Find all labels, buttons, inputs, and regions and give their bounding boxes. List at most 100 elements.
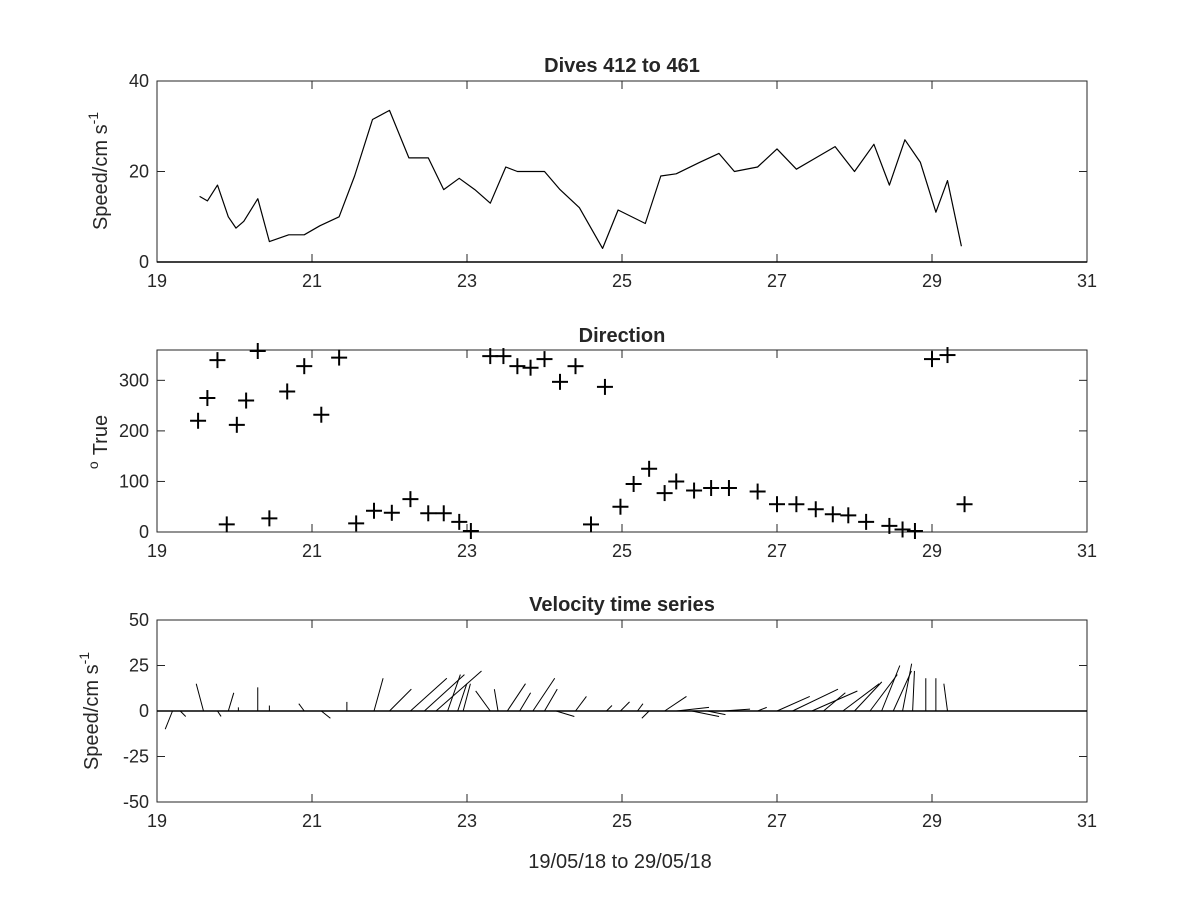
direction-x-tick-label: 23 — [457, 541, 477, 561]
direction-point — [552, 373, 568, 390]
velocity-y-tick-label: -25 — [123, 747, 149, 767]
velocity-stick — [475, 690, 491, 712]
speed-panel: Dives 412 to 461 19 21 23 25 27 29 31 0 20 40 Spe… — [85, 55, 1097, 291]
direction-point — [894, 521, 911, 538]
direction-x-tick-label: 19 — [147, 541, 167, 561]
velocity-y-tick-label: 25 — [129, 656, 149, 676]
direction-point — [881, 517, 898, 534]
direction-y-tick-label: 300 — [119, 370, 149, 390]
direction-point — [769, 496, 785, 513]
direction-point — [749, 483, 766, 500]
speed-x-tick-label: 23 — [457, 271, 477, 291]
direction-point — [703, 480, 720, 497]
velocity-stick — [195, 683, 204, 712]
direction-point — [462, 522, 479, 539]
velocity-stick — [493, 689, 499, 712]
velocity-stick — [892, 670, 912, 712]
velocity-stick — [462, 683, 471, 712]
direction-y-tick-label: 0 — [139, 522, 149, 542]
direction-point — [807, 501, 824, 518]
velocity-stick — [722, 708, 751, 712]
direction-point — [238, 392, 255, 409]
velocity-stick — [298, 703, 305, 712]
velocity-x-tick-label: 19 — [147, 811, 167, 831]
velocity-stick — [637, 703, 644, 712]
speed-y-tick-label: 20 — [129, 162, 149, 182]
direction-point — [509, 358, 526, 375]
velocity-stick — [227, 692, 235, 712]
velocity-stick — [664, 696, 687, 712]
direction-point — [451, 513, 468, 530]
direction-point — [567, 358, 584, 375]
velocity-stick — [606, 705, 613, 712]
speed-axes-box — [156, 80, 1088, 263]
velocity-stick — [707, 710, 726, 716]
velocity-x-tick-label: 27 — [767, 811, 787, 831]
velocity-stick — [842, 683, 880, 712]
speed-y-tick-label: 0 — [139, 252, 149, 272]
direction-point — [720, 480, 737, 497]
velocity-stick — [792, 688, 839, 712]
direction-point — [788, 496, 805, 513]
velocity-stick — [575, 696, 587, 712]
velocity-stick — [544, 688, 558, 712]
direction-point — [858, 513, 875, 530]
direction-point — [641, 460, 658, 477]
velocity-stick — [447, 674, 461, 712]
direction-y-tick-label: 100 — [119, 471, 149, 491]
velocity-x-tick-label: 21 — [302, 811, 322, 831]
direction-point — [840, 507, 857, 524]
speed-plot-area: 19 21 23 25 27 29 31 0 20 40 — [129, 71, 1097, 291]
velocity-panel: Velocity time series 19 21 23 25 27 29 31 -50 -2… — [76, 594, 1097, 831]
velocity-y-tick-label: 0 — [139, 701, 149, 721]
velocity-stick — [757, 706, 767, 712]
velocity-stick — [676, 706, 710, 712]
direction-point — [261, 510, 278, 527]
velocity-stick — [435, 670, 482, 712]
direction-point — [924, 351, 940, 368]
speed-panel-title: Dives 412 to 461 — [544, 55, 700, 77]
direction-point — [522, 359, 539, 376]
direction-point — [939, 347, 956, 364]
velocity-stick — [620, 701, 630, 712]
direction-x-tick-label: 25 — [612, 541, 632, 561]
direction-point — [668, 473, 685, 490]
direction-point — [190, 412, 207, 429]
velocity-stick — [854, 681, 883, 712]
velocity-stick — [869, 674, 898, 712]
velocity-y-tick-label: 50 — [129, 610, 149, 630]
direction-point — [612, 498, 629, 515]
velocity-stick — [373, 678, 384, 712]
direction-point — [625, 475, 642, 492]
speed-series-line — [199, 109, 962, 249]
velocity-y-tick-label: -50 — [123, 792, 149, 812]
direction-point — [348, 515, 365, 532]
direction-point — [366, 502, 382, 519]
velocity-x-tick-label: 31 — [1077, 811, 1097, 831]
direction-point — [331, 349, 348, 366]
velocity-stick — [823, 692, 846, 712]
direction-point — [536, 351, 553, 368]
direction-point — [228, 416, 245, 433]
direction-point — [402, 491, 419, 508]
direction-point — [296, 358, 313, 375]
direction-panel: Direction 19 21 23 25 27 29 31 0 100 200 300 oTrue — [85, 325, 1097, 561]
direction-point — [199, 390, 216, 407]
speed-x-tick-label: 31 — [1077, 271, 1097, 291]
velocity-panel-title: Velocity time series — [529, 594, 715, 616]
speed-x-tick-label: 19 — [147, 271, 167, 291]
direction-axes-box — [156, 349, 1088, 533]
direction-point — [495, 348, 512, 365]
direction-point — [824, 506, 841, 523]
velocity-stick — [811, 690, 858, 712]
speed-x-tick-label: 27 — [767, 271, 787, 291]
velocity-stick — [410, 677, 448, 712]
direction-panel-title: Direction — [579, 325, 666, 347]
direction-x-tick-label: 31 — [1077, 541, 1097, 561]
direction-point — [435, 505, 452, 522]
speed-x-tick-label: 21 — [302, 271, 322, 291]
direction-x-tick-label: 27 — [767, 541, 787, 561]
direction-point — [383, 504, 400, 521]
velocity-stick — [506, 683, 526, 712]
velocity-stick — [179, 710, 187, 717]
